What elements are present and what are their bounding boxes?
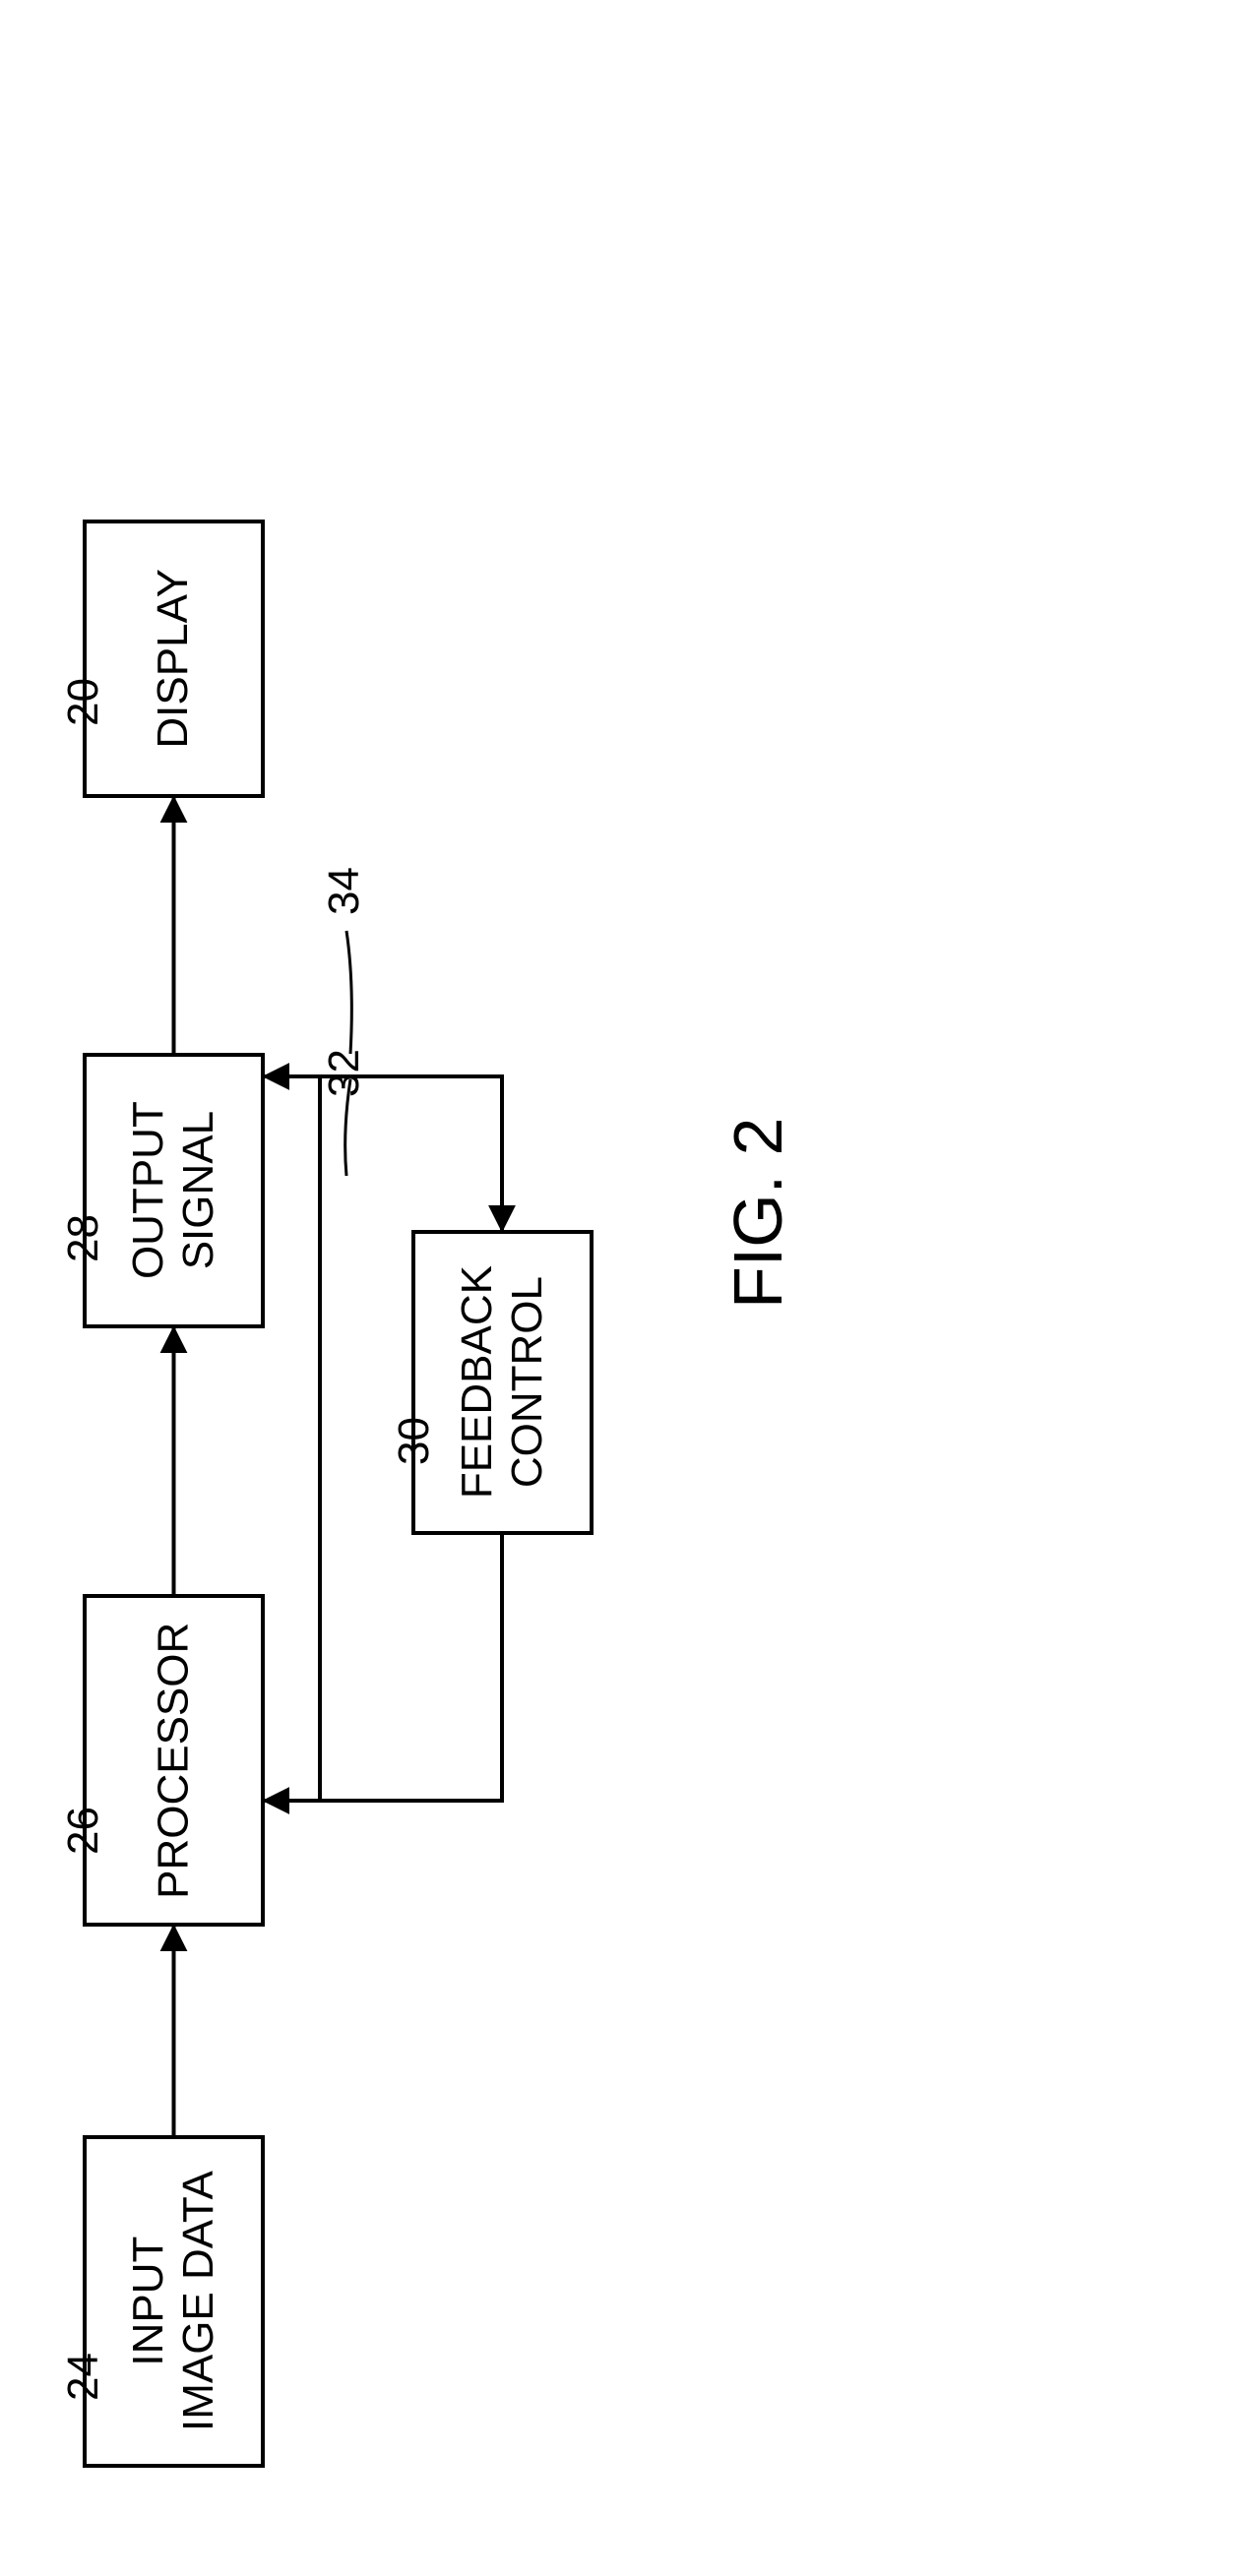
ref-24: 24 xyxy=(59,2353,108,2401)
ref-26: 26 xyxy=(59,1807,108,1855)
block-output-line2: SIGNAL xyxy=(174,1111,224,1269)
ref-34: 34 xyxy=(320,867,369,915)
block-display-line1: DISPLAY xyxy=(149,569,199,749)
block-feedback-control: FEEDBACKCONTROL xyxy=(411,1230,594,1535)
block-processor: PROCESSOR xyxy=(83,1594,265,1927)
block-output-signal: OUTPUTSIGNAL xyxy=(83,1053,265,1328)
ref-30: 30 xyxy=(390,1417,439,1465)
block-input-line2: IMAGE DATA xyxy=(174,2172,224,2432)
ref-32: 32 xyxy=(320,1049,369,1097)
block-feedback-line1: FEEDBACK xyxy=(453,1265,503,1499)
ref-20: 20 xyxy=(59,678,108,726)
figure-label: FIG. 2 xyxy=(719,1118,797,1309)
ref-28: 28 xyxy=(59,1214,108,1262)
block-output-line1: OUTPUT xyxy=(124,1102,174,1280)
block-display: DISPLAY xyxy=(83,520,265,798)
block-feedback-line2: CONTROL xyxy=(503,1276,553,1488)
block-processor-line1: PROCESSOR xyxy=(149,1622,199,1898)
block-input-image-data: INPUTIMAGE DATA xyxy=(83,2135,265,2468)
block-input-line1: INPUT xyxy=(124,2237,174,2366)
